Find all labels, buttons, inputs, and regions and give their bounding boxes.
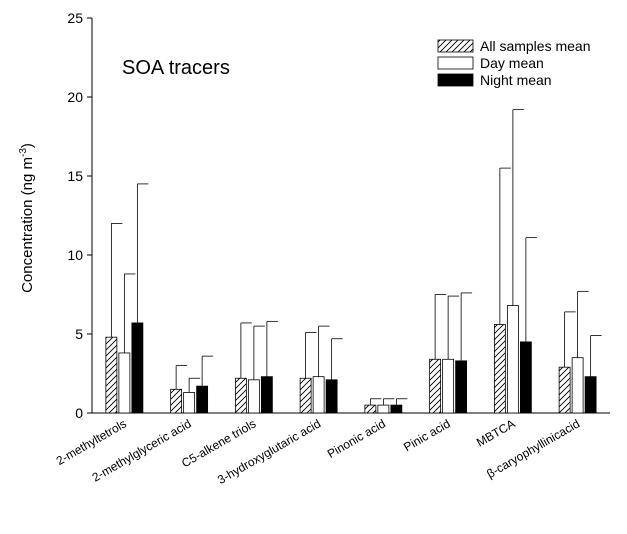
y-tick-label: 20	[67, 89, 83, 105]
bar	[390, 404, 403, 414]
bar	[118, 352, 131, 414]
bar	[299, 377, 312, 414]
y-tick-label: 15	[67, 168, 83, 184]
bar	[584, 376, 597, 414]
legend-swatch	[437, 56, 474, 70]
y-tick-label: 25	[67, 10, 83, 26]
y-axis-label: Concentration (ng m-3)	[18, 143, 36, 293]
bar	[571, 357, 584, 414]
bar	[312, 376, 325, 414]
x-tick-label: MBTCA	[474, 416, 517, 449]
y-tick-label: 10	[67, 247, 83, 263]
bar	[558, 366, 571, 414]
bar	[105, 336, 118, 414]
legend-swatch	[437, 73, 474, 87]
y-tick-label: 0	[75, 405, 83, 421]
bar	[325, 379, 338, 414]
bar	[455, 360, 468, 414]
bar	[429, 358, 442, 414]
bar	[364, 404, 377, 414]
y-axis-label-superscript: -3	[18, 148, 29, 157]
bar	[170, 388, 183, 414]
bar	[247, 379, 260, 414]
x-tick-label: Pinic acid	[401, 416, 452, 454]
bar	[234, 377, 247, 414]
bar	[377, 404, 390, 414]
chart-annotation: SOA tracers	[122, 57, 230, 79]
bar	[493, 324, 506, 414]
bar	[260, 376, 273, 414]
bar	[442, 358, 455, 414]
bar	[506, 305, 519, 414]
legend-swatch	[437, 39, 474, 53]
bar	[131, 322, 144, 414]
legend-label: Day mean	[480, 55, 544, 71]
bar	[519, 341, 532, 414]
legend-label: All samples mean	[480, 38, 591, 54]
y-tick-label: 5	[75, 326, 83, 342]
bar	[183, 392, 196, 414]
x-tick-label: Pinonic acid	[325, 416, 388, 460]
legend-label: Night mean	[480, 72, 552, 88]
bar	[196, 385, 209, 414]
